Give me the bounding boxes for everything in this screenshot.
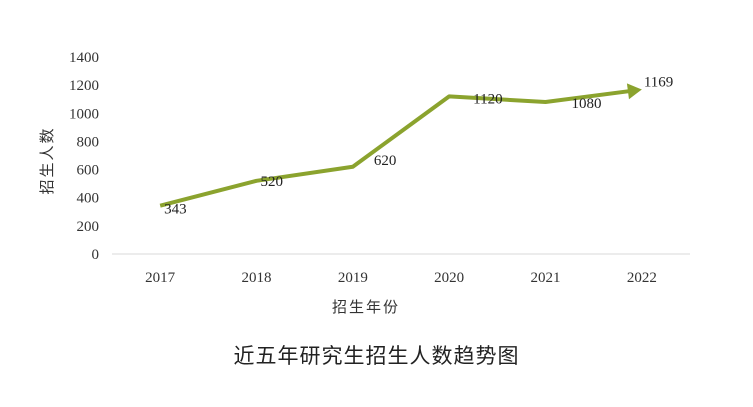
x-tick-label: 2018 <box>242 270 272 286</box>
data-label: 343 <box>164 202 187 218</box>
chart-title: 近五年研究生招生人数趋势图 <box>233 344 520 368</box>
data-label: 620 <box>374 153 397 169</box>
y-tick-label: 1200 <box>69 78 99 94</box>
y-axis-title: 招生人数 <box>38 126 56 194</box>
data-labels: 343 520 620 1120 1080 1169 <box>164 75 673 218</box>
x-tick-label: 2020 <box>434 270 464 286</box>
data-label: 1169 <box>644 75 673 91</box>
y-axis-ticks: 0 200 400 600 800 1000 1200 1400 <box>69 50 99 263</box>
series-line <box>159 89 631 208</box>
y-tick-label: 1400 <box>69 50 99 66</box>
x-tick-label: 2021 <box>531 270 561 286</box>
y-tick-label: 0 <box>92 247 100 263</box>
y-tick-label: 1000 <box>69 106 99 122</box>
series-line-group <box>159 83 642 208</box>
series-arrow-head <box>626 83 642 100</box>
x-tick-label: 2019 <box>338 270 368 286</box>
y-tick-label: 800 <box>77 134 100 150</box>
data-label: 520 <box>261 174 284 190</box>
y-tick-label: 400 <box>77 191 100 207</box>
y-tick-label: 600 <box>77 163 100 179</box>
x-axis-ticks: 2017 2018 2019 2020 2021 2022 <box>145 270 657 286</box>
data-label: 1120 <box>473 91 502 107</box>
y-tick-label: 200 <box>77 219 100 235</box>
x-axis-title: 招生年份 <box>332 298 400 316</box>
x-tick-label: 2017 <box>145 270 176 286</box>
x-tick-label: 2022 <box>627 270 657 286</box>
data-label: 1080 <box>572 96 602 112</box>
